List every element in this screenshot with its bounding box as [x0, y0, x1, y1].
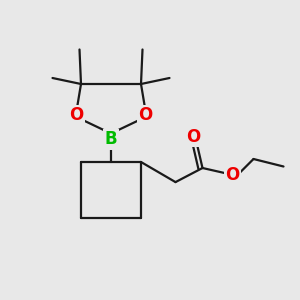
Text: B: B	[105, 130, 117, 148]
Text: O: O	[138, 106, 153, 124]
Text: O: O	[186, 128, 201, 146]
Text: O: O	[225, 167, 240, 184]
Text: O: O	[69, 106, 84, 124]
